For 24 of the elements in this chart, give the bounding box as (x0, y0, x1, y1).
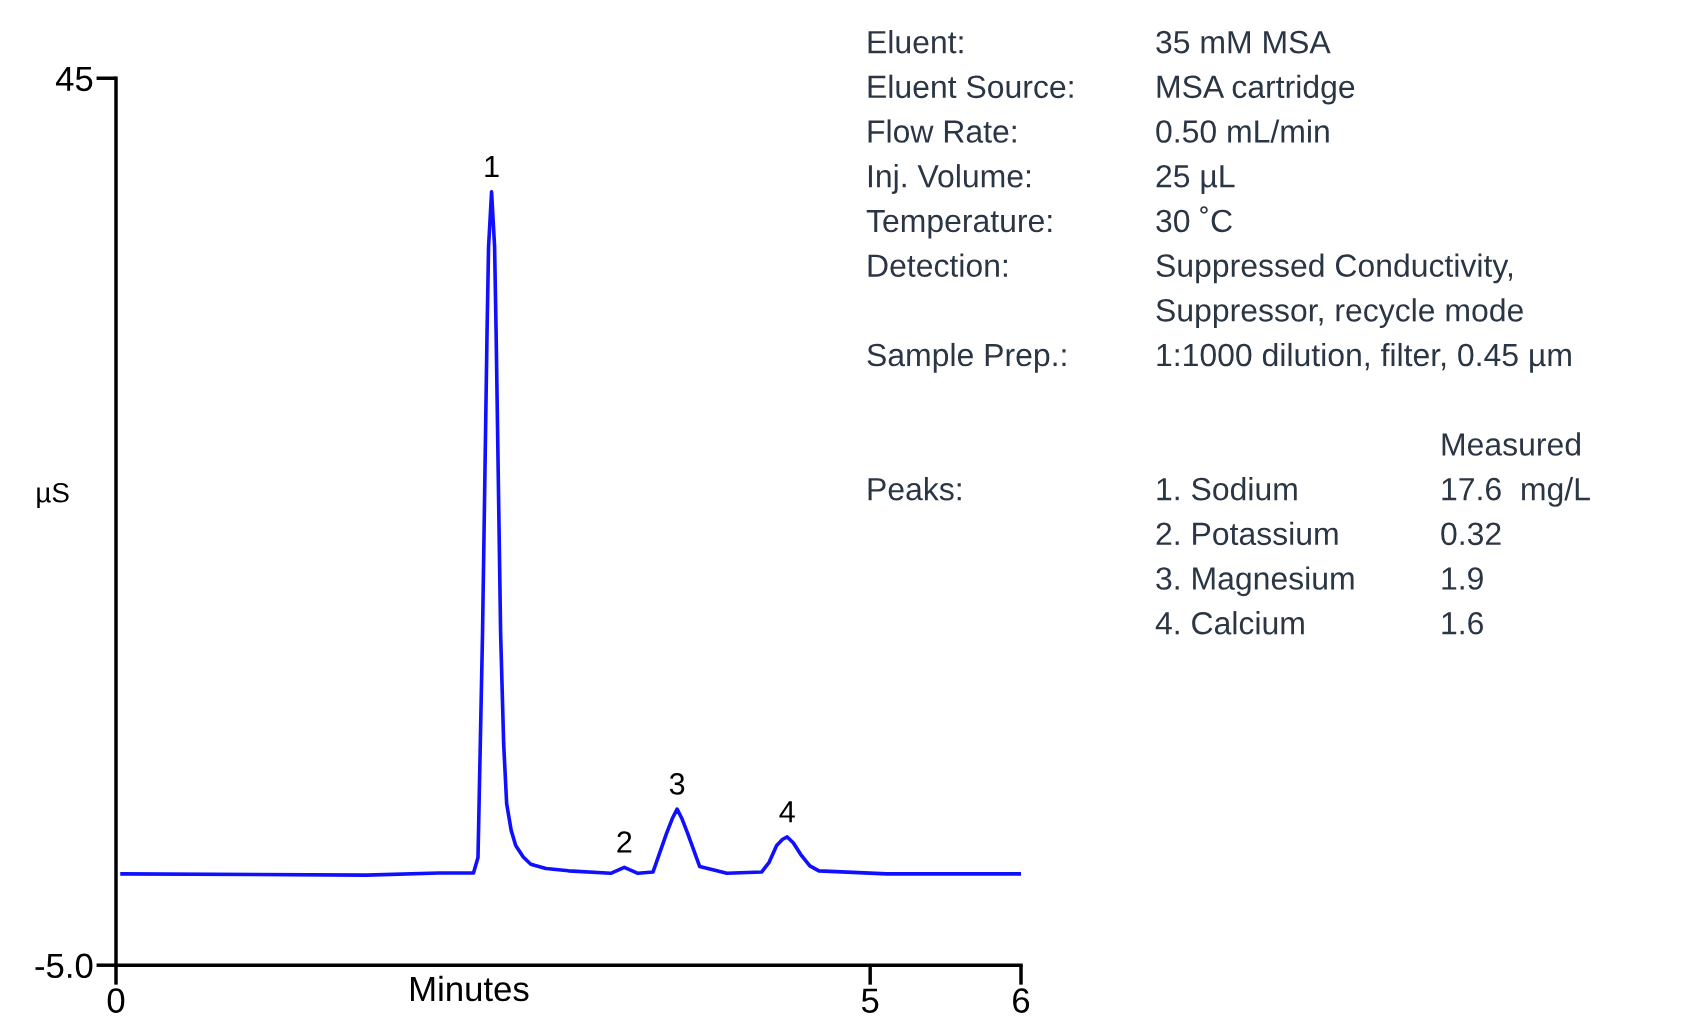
text: Inj. Volume: 25 µL (868, 164, 1235, 194)
text: 4. Calcium 1.6 (1155, 611, 1483, 635)
x-tick-label: 0 (107, 988, 125, 1013)
text: Suppressor, recycle mode (1156, 298, 1523, 328)
text: Detection: Suppressed Conductivity, (868, 253, 1512, 284)
text: 2. Potassium 0.32 (1156, 521, 1501, 546)
text: Peaks: 1. Sodium 17.6 mg/L (868, 477, 1590, 507)
y-tick-label: 45 (55, 66, 93, 92)
x-tick-label: 6 (1013, 988, 1030, 1013)
text: Flow Rate: 0.50 mL/min (868, 119, 1329, 143)
annotation: 1 (485, 156, 499, 178)
x-tick-label: 5 (861, 988, 879, 1013)
text: 3. Magnesium 1.9 (1156, 566, 1483, 597)
text: Measured (1442, 432, 1580, 456)
y-tick-label: -5.0 (35, 953, 93, 979)
x-axis-title: Minutes (411, 975, 529, 1002)
text: Temperature: 30 ˚C (866, 206, 1232, 239)
text: Sample Prep.: 1:1000 dilution, filter, 0.45 µm (867, 342, 1571, 373)
text: Eluent Source: MSA cartridge (868, 74, 1355, 105)
annotation: 2 (617, 831, 632, 853)
y-axis-title: µS (37, 482, 69, 509)
text: Eluent: 35 mM MSA (868, 30, 1331, 54)
annotation: 3 (669, 773, 685, 795)
annotation: 4 (779, 801, 795, 823)
